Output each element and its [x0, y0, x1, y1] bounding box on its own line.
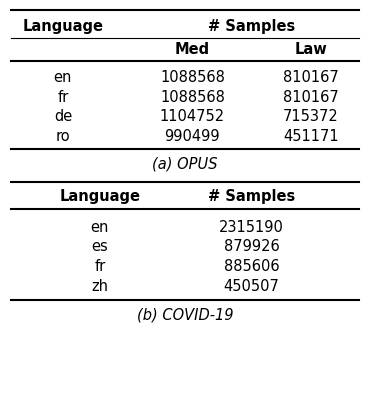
Text: es: es — [91, 239, 108, 254]
Text: # Samples: # Samples — [208, 189, 295, 204]
Text: 2315190: 2315190 — [219, 220, 284, 235]
Text: fr: fr — [94, 259, 105, 274]
Text: en: en — [91, 220, 109, 235]
Text: ro: ro — [56, 129, 70, 144]
Text: (a) OPUS: (a) OPUS — [152, 157, 218, 171]
Text: en: en — [54, 70, 72, 85]
Text: 1088568: 1088568 — [160, 90, 225, 104]
Text: 715372: 715372 — [283, 109, 339, 124]
Text: 810167: 810167 — [283, 70, 339, 85]
Text: 1088568: 1088568 — [160, 70, 225, 85]
Text: # Samples: # Samples — [208, 19, 295, 34]
Text: 450507: 450507 — [223, 279, 280, 293]
Text: 879926: 879926 — [224, 239, 279, 254]
Text: 451171: 451171 — [283, 129, 339, 144]
Text: 810167: 810167 — [283, 90, 339, 104]
Text: 990499: 990499 — [165, 129, 220, 144]
Text: fr: fr — [57, 90, 68, 104]
Text: 885606: 885606 — [224, 259, 279, 274]
Text: 1104752: 1104752 — [160, 109, 225, 124]
Text: Language: Language — [23, 19, 103, 34]
Text: Language: Language — [60, 189, 140, 204]
Text: zh: zh — [91, 279, 108, 293]
Text: de: de — [54, 109, 72, 124]
Text: (b) COVID-19: (b) COVID-19 — [137, 308, 233, 322]
Text: Law: Law — [295, 42, 327, 57]
Text: Med: Med — [175, 42, 210, 57]
